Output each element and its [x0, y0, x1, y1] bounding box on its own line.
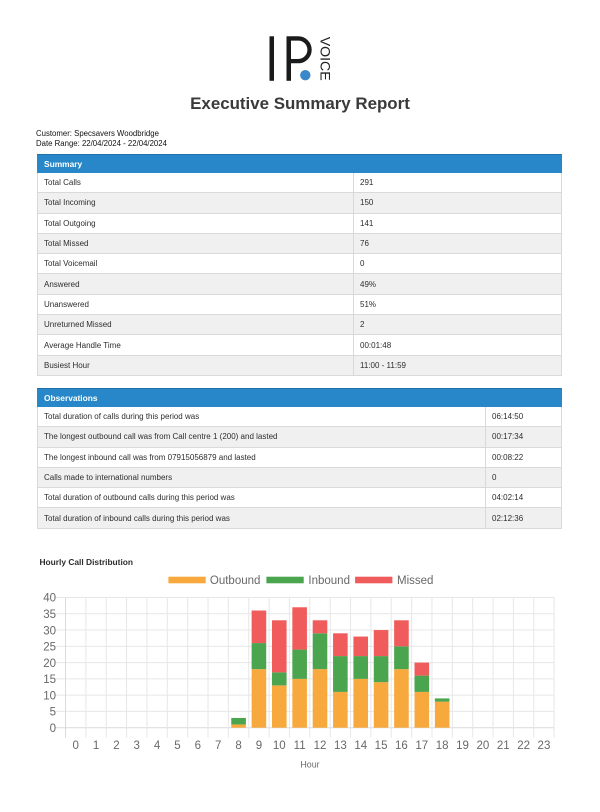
- svg-text:4: 4: [154, 740, 161, 752]
- svg-text:18: 18: [436, 740, 449, 752]
- svg-text:15: 15: [43, 674, 56, 686]
- svg-text:5: 5: [174, 740, 180, 752]
- svg-text:14: 14: [354, 740, 367, 752]
- svg-text:0: 0: [50, 723, 56, 735]
- svg-text:13: 13: [334, 740, 347, 752]
- svg-text:Outbound: Outbound: [210, 575, 261, 587]
- svg-text:40: 40: [43, 593, 56, 605]
- svg-text:23: 23: [538, 740, 551, 752]
- svg-text:5: 5: [50, 707, 56, 719]
- svg-text:11: 11: [294, 740, 306, 752]
- svg-text:Inbound: Inbound: [308, 575, 350, 587]
- svg-text:17: 17: [415, 740, 428, 752]
- svg-text:22: 22: [517, 740, 530, 752]
- svg-text:15: 15: [375, 740, 388, 752]
- svg-text:3: 3: [134, 740, 140, 752]
- svg-text:12: 12: [314, 740, 327, 752]
- svg-text:Missed: Missed: [397, 575, 433, 587]
- svg-text:0: 0: [72, 740, 78, 752]
- svg-text:9: 9: [256, 740, 262, 752]
- svg-text:8: 8: [235, 740, 241, 752]
- svg-text:35: 35: [43, 609, 56, 621]
- svg-text:VOICE: VOICE: [317, 37, 333, 81]
- svg-text:20: 20: [476, 740, 489, 752]
- svg-text:10: 10: [273, 740, 286, 752]
- svg-text:16: 16: [395, 740, 408, 752]
- svg-text:1: 1: [93, 740, 99, 752]
- svg-text:Hour: Hour: [300, 759, 319, 769]
- svg-text:25: 25: [43, 642, 56, 654]
- svg-text:7: 7: [215, 740, 221, 752]
- svg-text:20: 20: [43, 658, 56, 670]
- svg-text:30: 30: [43, 625, 56, 637]
- svg-text:2: 2: [113, 740, 119, 752]
- svg-text:6: 6: [195, 740, 201, 752]
- svg-text:19: 19: [456, 740, 469, 752]
- svg-text:10: 10: [43, 690, 56, 702]
- svg-text:21: 21: [497, 740, 510, 752]
